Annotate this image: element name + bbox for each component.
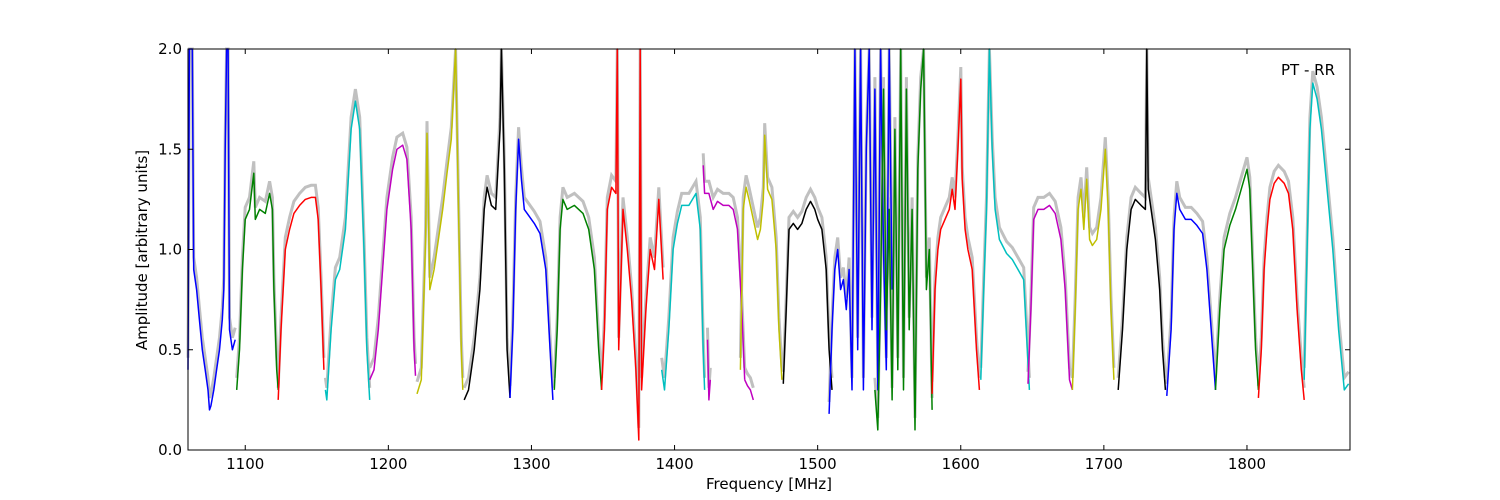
series-line-7: [463, 48, 511, 401]
y-tick-label: 0.0: [158, 441, 182, 459]
background-trace-14: [738, 123, 784, 368]
series-line-13: [706, 339, 712, 401]
background-trace-15: [743, 367, 755, 389]
series-line-21: [1027, 204, 1074, 391]
background-trace-10: [600, 48, 665, 428]
background-trace-8: [508, 127, 555, 388]
x-tick-label: 1600: [942, 455, 980, 473]
background-trace-16: [781, 186, 834, 378]
x-tick-label: 1700: [1085, 455, 1123, 473]
series-line-9: [553, 198, 603, 390]
y-axis-label: Amplitude [arbitrary units]: [133, 150, 151, 350]
x-tick-label: 1200: [369, 455, 407, 473]
x-tick-label: 1400: [655, 455, 693, 473]
series-line-3: [277, 196, 325, 400]
y-tick-label: 2.0: [158, 40, 182, 58]
series-layer: [187, 48, 1350, 441]
background-trace-26: [1256, 162, 1306, 388]
series-line-16: [782, 200, 833, 390]
series-line-22: [1071, 148, 1115, 390]
series-line-11: [660, 192, 706, 391]
series-line-8: [509, 138, 554, 400]
series-line-18: [874, 48, 933, 431]
x-axis: 1100 1200 1300 1400 1500 1600 1700 1800: [226, 49, 1266, 473]
series-line-10: [600, 48, 664, 441]
series-line-20: [980, 48, 1031, 390]
y-tick-label: 1.0: [158, 241, 182, 259]
chart-annotation: PT - RR: [1281, 61, 1335, 79]
x-tick-label: 1100: [226, 455, 264, 473]
background-trace-21: [1026, 191, 1074, 379]
x-tick-label: 1500: [799, 455, 837, 473]
y-tick-label: 1.5: [158, 140, 182, 158]
series-line-12: [702, 165, 746, 380]
y-tick-label: 0.5: [158, 341, 182, 359]
series-line-24: [1166, 192, 1217, 396]
background-trace-23: [1116, 48, 1167, 378]
series-line-23: [1117, 48, 1167, 390]
x-axis-label: Frequency [MHz]: [706, 475, 832, 493]
series-line-6: [416, 48, 464, 395]
plot-frame: [187, 48, 1351, 451]
x-tick-label: 1800: [1228, 455, 1266, 473]
background-trace-19: [930, 66, 981, 382]
series-line-27: [1303, 82, 1350, 391]
series-line-15: [744, 379, 755, 401]
y-axis: 0.0 0.5 1.0 1.5 2.0: [158, 40, 1350, 459]
series-line-5: [369, 144, 417, 381]
series-line-14: [739, 134, 783, 380]
series-line-4: [324, 100, 371, 401]
background-trace-22: [1070, 137, 1116, 378]
series-line-19: [931, 78, 981, 394]
series-line-2: [235, 172, 279, 390]
background-spectrum: [186, 47, 1350, 428]
series-line-25: [1214, 168, 1260, 390]
series-line-26: [1257, 176, 1305, 400]
x-tick-label: 1300: [512, 455, 550, 473]
